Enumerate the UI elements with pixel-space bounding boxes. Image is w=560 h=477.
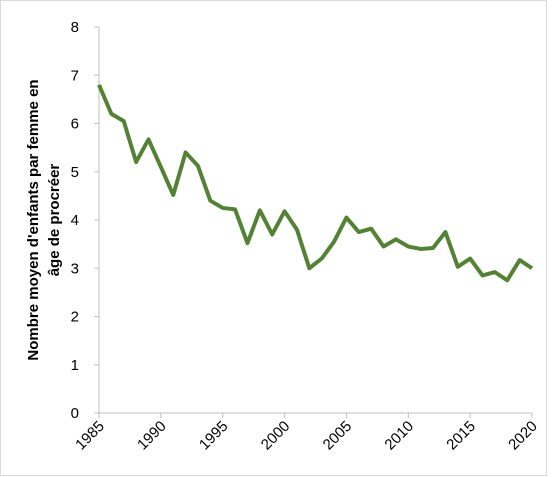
y-tick-label: 7 bbox=[71, 67, 79, 84]
y-tick-label: 1 bbox=[71, 357, 79, 374]
y-axis-title: âge de procréer bbox=[46, 164, 63, 277]
y-tick-label: 0 bbox=[71, 405, 79, 422]
y-tick-label: 4 bbox=[71, 212, 79, 229]
y-axis-title: Nombre moyen d'enfants par femme en bbox=[25, 79, 42, 360]
chart-frame bbox=[0, 0, 547, 476]
y-tick-label: 2 bbox=[71, 309, 79, 326]
y-tick-label: 6 bbox=[71, 116, 79, 133]
y-tick-label: 5 bbox=[71, 164, 79, 181]
y-tick-label: 8 bbox=[71, 19, 79, 36]
data-line bbox=[97, 84, 534, 283]
y-tick-label: 3 bbox=[71, 260, 79, 277]
